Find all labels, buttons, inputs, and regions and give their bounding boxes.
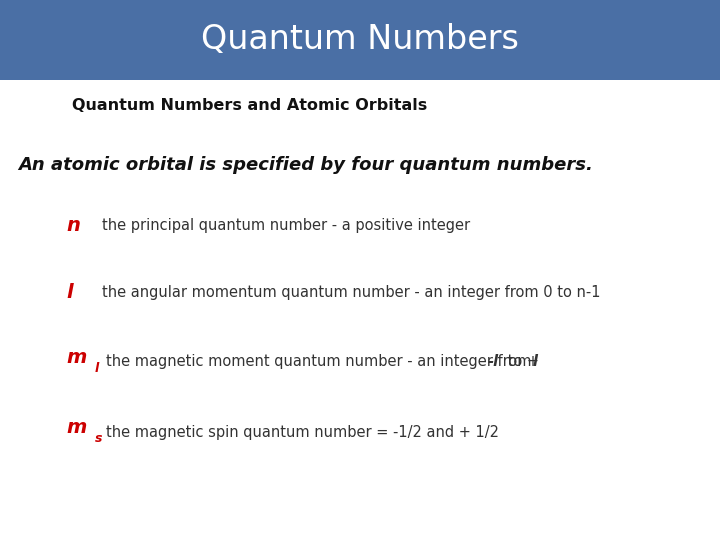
Text: m: m [66, 348, 86, 367]
Text: s: s [95, 433, 102, 446]
Text: l: l [95, 362, 99, 375]
Text: n: n [66, 215, 80, 235]
Text: the magnetic moment quantum number - an integer from: the magnetic moment quantum number - an … [106, 354, 536, 369]
Text: l: l [532, 354, 537, 369]
Text: Quantum Numbers: Quantum Numbers [201, 23, 519, 57]
Text: the principal quantum number - a positive integer: the principal quantum number - a positiv… [102, 218, 470, 233]
Text: m: m [66, 418, 86, 437]
Text: the angular momentum quantum number - an integer from 0 to n-1: the angular momentum quantum number - an… [102, 285, 600, 300]
Text: An atomic orbital is specified by four quantum numbers.: An atomic orbital is specified by four q… [18, 156, 593, 174]
Text: l: l [66, 283, 73, 302]
Text: the magnetic spin quantum number = -1/2 and + 1/2: the magnetic spin quantum number = -1/2 … [106, 424, 499, 440]
Text: Quantum Numbers and Atomic Orbitals: Quantum Numbers and Atomic Orbitals [72, 98, 427, 113]
Text: -l: -l [487, 354, 498, 369]
Text: to +: to + [503, 354, 539, 369]
